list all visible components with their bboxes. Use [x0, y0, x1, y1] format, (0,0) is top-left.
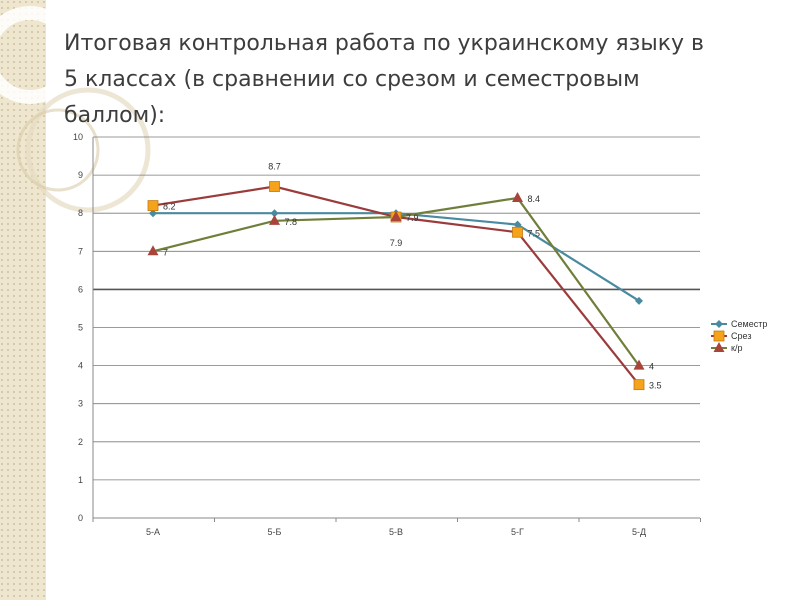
data-label: 7	[163, 247, 168, 257]
data-point-triangle	[633, 359, 645, 370]
series-line-3	[152, 196, 640, 367]
y-tick-label: 5	[78, 323, 83, 333]
y-tick-label: 10	[73, 132, 83, 142]
y-tick-label: 8	[78, 208, 83, 218]
data-label: 8.7	[268, 162, 281, 172]
data-point-square	[147, 200, 159, 211]
data-label: 7.9	[406, 213, 419, 223]
x-tick-label: 5-Д	[632, 527, 646, 537]
series-line-1	[153, 212, 640, 302]
data-label: 4	[649, 362, 654, 372]
y-tick-label: 6	[78, 284, 83, 294]
data-point-triangle	[390, 211, 402, 222]
y-tick-label: 0	[78, 513, 83, 523]
data-point-diamond	[270, 209, 279, 218]
legend-marker	[715, 320, 723, 328]
data-point-diamond	[635, 296, 643, 305]
y-tick-label: 7	[78, 246, 83, 256]
x-tick-label: 5-Б	[268, 527, 282, 537]
data-label: 7.8	[285, 217, 298, 227]
data-point-diamond	[513, 220, 522, 229]
x-tick-label: 5-В	[389, 527, 403, 537]
data-point-triangle	[147, 245, 159, 256]
y-tick-label: 1	[78, 475, 83, 485]
slide-title: Итоговая контрольная работа по украинско…	[64, 31, 704, 128]
legend-label: Семестр	[731, 319, 767, 329]
data-label: 8.2	[163, 202, 176, 212]
y-tick-label: 9	[78, 170, 83, 180]
data-label: 3.5	[649, 381, 662, 391]
data-point-triangle	[512, 191, 523, 202]
legend-label: Срез	[731, 331, 751, 341]
data-point-triangle	[269, 214, 280, 225]
data-label: 8.4	[528, 194, 541, 204]
data-label: 7.5	[528, 228, 541, 238]
data-point-diamond	[149, 209, 157, 218]
data-point-square	[512, 226, 523, 238]
y-tick-label: 3	[78, 399, 83, 409]
data-point-square	[633, 379, 645, 391]
legend-marker	[713, 342, 725, 352]
legend-marker	[713, 330, 725, 342]
data-point-square	[269, 181, 280, 192]
y-tick-label: 4	[78, 361, 83, 371]
x-tick-label: 5-Г	[511, 527, 524, 537]
y-tick-label: 2	[78, 437, 83, 447]
x-tick-label: 5-А	[146, 527, 160, 537]
legend-label: к/р	[731, 343, 742, 353]
data-label: 7.9	[390, 238, 403, 248]
